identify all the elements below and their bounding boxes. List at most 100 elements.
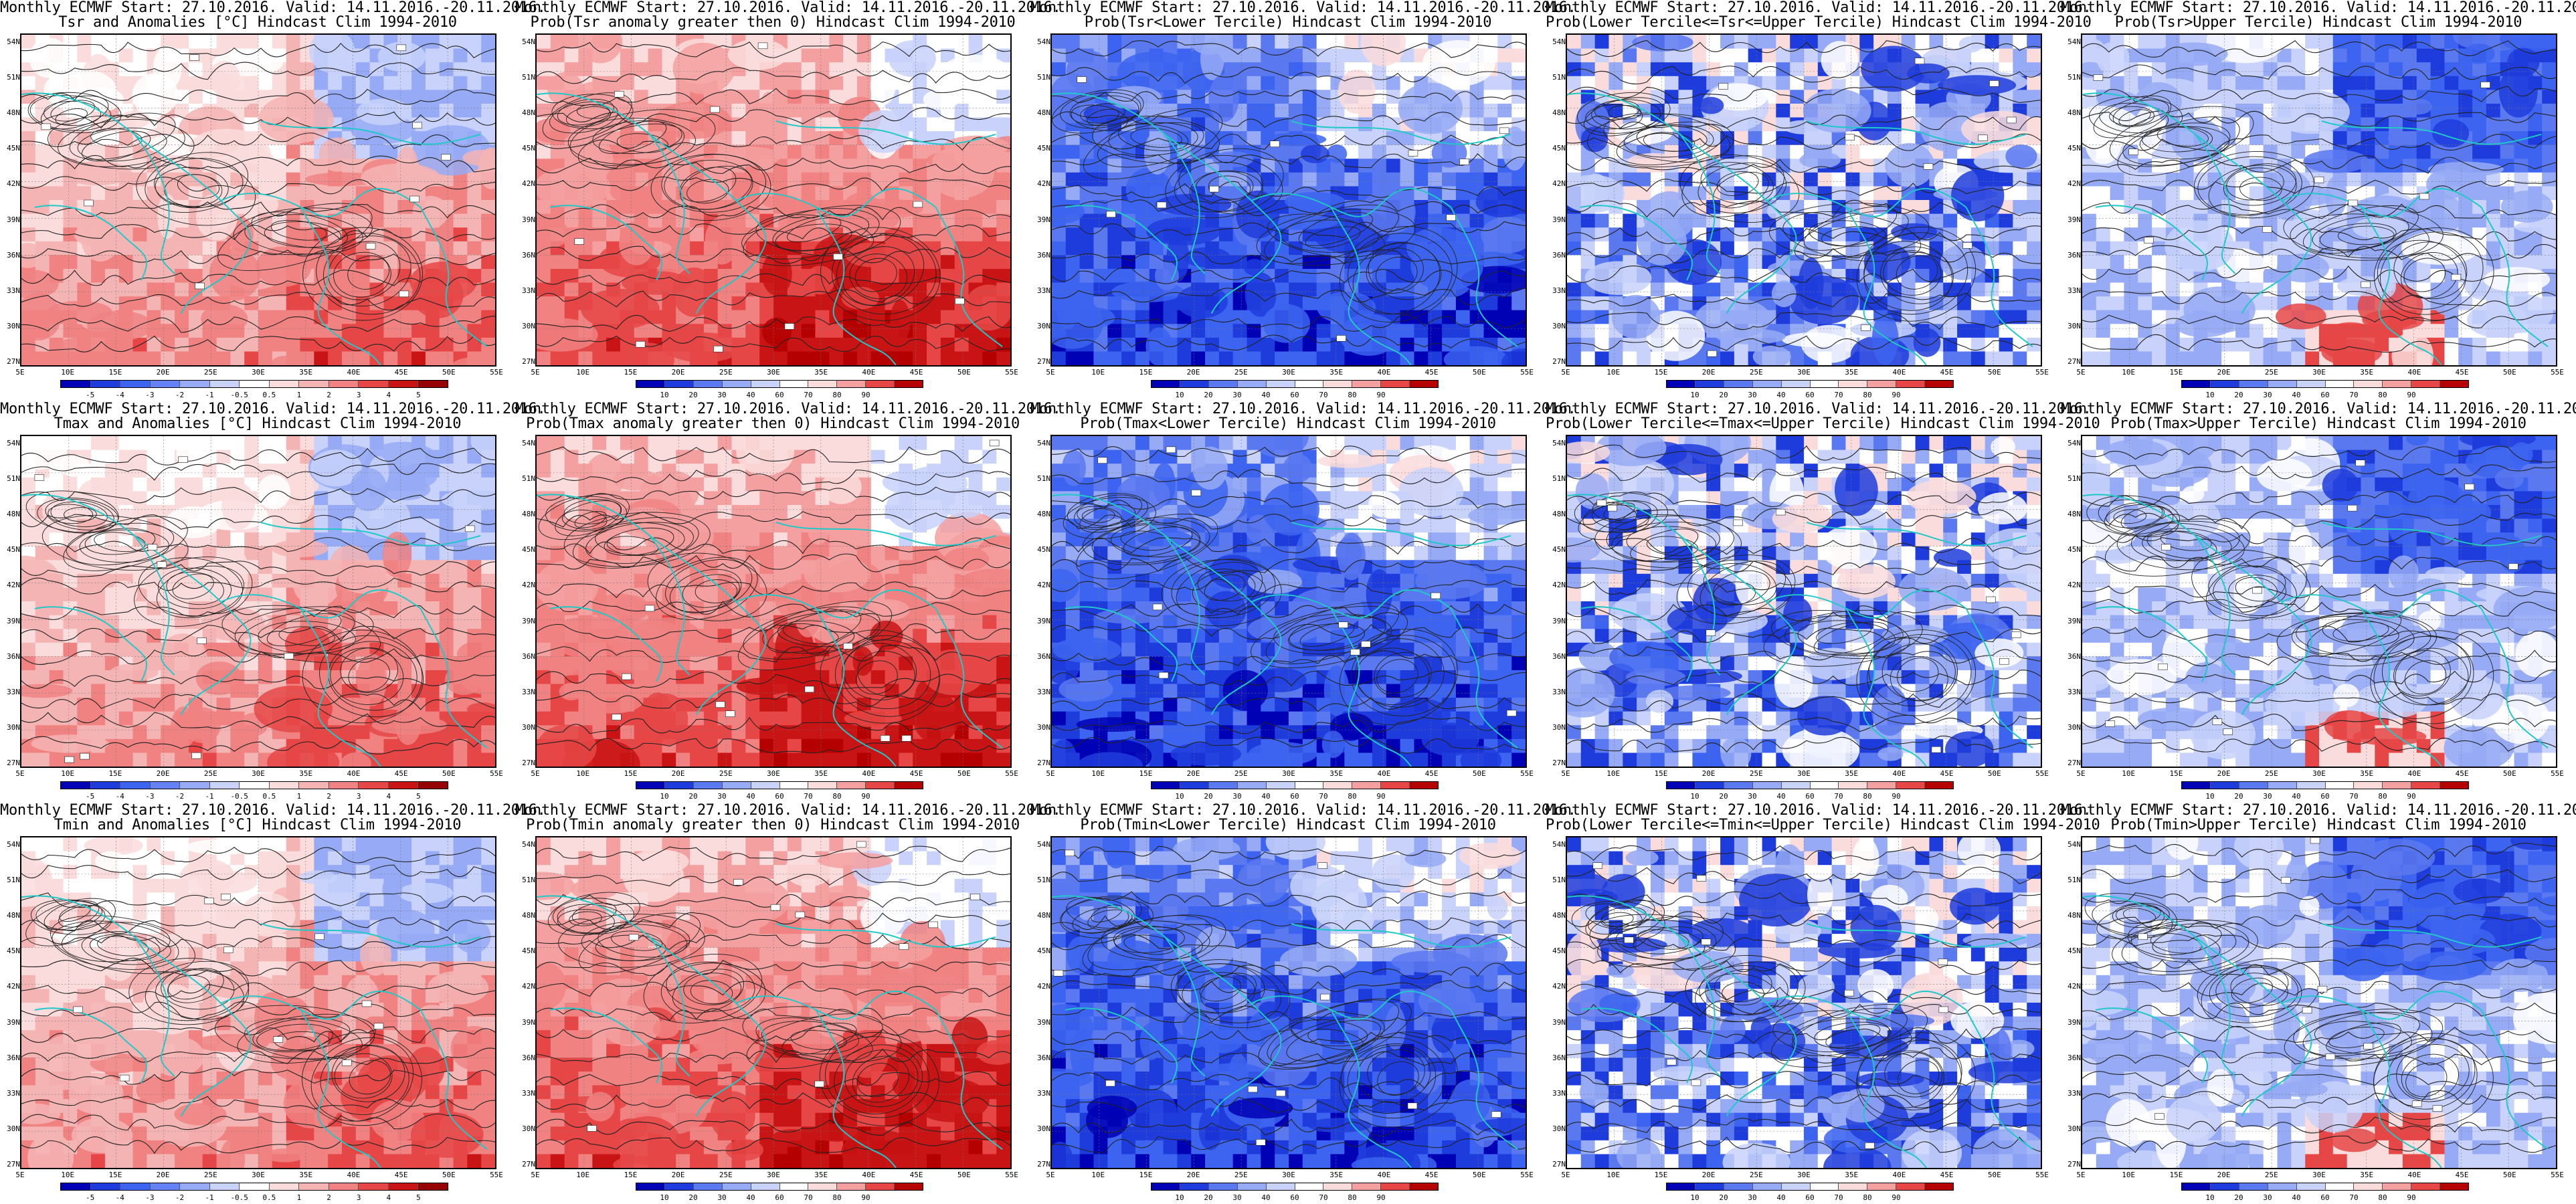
map-field bbox=[537, 35, 1010, 365]
lon-tick-label: 10E bbox=[576, 1171, 590, 1179]
lat-tick-label: 45N bbox=[2067, 144, 2081, 153]
lat-tick-label: 42N bbox=[522, 581, 535, 590]
colorbar-tick-label: -3 bbox=[145, 1193, 155, 1202]
lat-tick-label: 54N bbox=[7, 37, 20, 46]
lat-tick-label: 39N bbox=[1037, 1017, 1050, 1027]
lat-tick-label: 51N bbox=[2067, 474, 2081, 484]
colorbar-swatch bbox=[2411, 1183, 2441, 1190]
lat-tick-label: 45N bbox=[1552, 144, 1566, 153]
colorbar-swatch bbox=[1266, 381, 1295, 387]
lon-tick-label: 5E bbox=[1561, 1171, 1570, 1179]
lon-tick-label: 35E bbox=[814, 368, 828, 377]
colorbar-swatch bbox=[1695, 1183, 1724, 1190]
lon-tick-label: 45E bbox=[2455, 1171, 2469, 1179]
colorbar bbox=[60, 781, 448, 789]
forecast-map bbox=[20, 836, 496, 1169]
lon-tick-label: 40E bbox=[2407, 1171, 2421, 1179]
lon-tick-label: 25E bbox=[719, 1171, 733, 1179]
lat-tick-label: 48N bbox=[1552, 911, 1566, 920]
lat-tick-label: 48N bbox=[2067, 108, 2081, 118]
lat-tick-label: 39N bbox=[1552, 215, 1566, 224]
colorbar-swatch bbox=[1724, 1183, 1753, 1190]
forecast-map bbox=[535, 836, 1012, 1169]
colorbar-swatch bbox=[636, 381, 665, 387]
lat-tick-label: 30N bbox=[2067, 1124, 2081, 1133]
lat-tick-label: 45N bbox=[2067, 946, 2081, 956]
lat-tick-label: 42N bbox=[522, 179, 535, 189]
colorbar-tick-label: -2 bbox=[175, 391, 185, 399]
colorbar bbox=[2181, 380, 2469, 388]
lat-tick-label: 33N bbox=[1037, 687, 1050, 696]
lon-tick-label: 30E bbox=[2312, 368, 2326, 377]
lat-tick-label: 36N bbox=[522, 651, 535, 661]
colorbar-tick-label: 10 bbox=[2205, 1193, 2215, 1202]
lat-tick-label: 42N bbox=[1037, 581, 1050, 590]
map-panel: Monthly ECMWF Start: 27.10.2016. Valid: … bbox=[515, 803, 1061, 1204]
colorbar-swatch bbox=[1667, 782, 1695, 789]
lon-tick-label: 15E bbox=[1654, 368, 1668, 377]
colorbar-swatch bbox=[1867, 1183, 1897, 1190]
colorbar bbox=[1151, 380, 1439, 388]
colorbar-swatch bbox=[722, 1183, 751, 1190]
colorbar-swatch bbox=[1237, 782, 1267, 789]
lat-tick-label: 27N bbox=[522, 759, 535, 767]
colorbar-swatch bbox=[1352, 1183, 1382, 1190]
colorbar-swatch bbox=[61, 381, 91, 387]
colorbar-swatch bbox=[866, 381, 895, 387]
lat-tick-label: 54N bbox=[522, 439, 535, 447]
colorbar-swatch bbox=[895, 782, 923, 789]
colorbar-tick-label: 70 bbox=[2349, 1193, 2359, 1202]
colorbar-tick-label: 30 bbox=[1232, 1193, 1242, 1202]
colorbar-tick-label: 90 bbox=[2407, 1193, 2416, 1202]
colorbar-swatch bbox=[209, 1183, 240, 1190]
colorbar-tick-label: 20 bbox=[1204, 391, 1213, 399]
lat-tick-label: 48N bbox=[522, 911, 535, 920]
panel-title: Prob(Tsr>Upper Tercile) Hindcast Clim 19… bbox=[2114, 14, 2522, 31]
panel-title: Prob(Lower Tercile<=Tmax<=Upper Tercile)… bbox=[1546, 415, 2100, 432]
panel-title: Prob(Tmax anomaly greater then 0) Hindca… bbox=[526, 415, 1020, 432]
lon-tick-label: 10E bbox=[1606, 368, 1621, 377]
colorbar-swatch bbox=[779, 1183, 809, 1190]
colorbar-swatch bbox=[2268, 782, 2297, 789]
lon-tick-label: 50E bbox=[2502, 1171, 2516, 1179]
lat-tick-label: 51N bbox=[1037, 474, 1050, 484]
lon-tick-label: 50E bbox=[442, 769, 456, 778]
lon-tick-label: 10E bbox=[1606, 769, 1621, 778]
colorbar bbox=[1151, 1183, 1439, 1191]
lat-tick-label: 42N bbox=[7, 179, 20, 189]
lon-tick-label: 55E bbox=[1520, 368, 1534, 377]
colorbar-tick-label: 80 bbox=[2378, 792, 2387, 801]
colorbar-tick-label: 10 bbox=[1690, 391, 1699, 399]
lat-tick-label: 36N bbox=[2067, 651, 2081, 661]
colorbar-tick-label: 20 bbox=[2234, 792, 2243, 801]
lon-tick-label: 45E bbox=[1940, 769, 1954, 778]
panel-header: Monthly ECMWF Start: 27.10.2016. Valid: … bbox=[0, 0, 546, 16]
colorbar bbox=[636, 380, 923, 388]
lon-tick-label: 45E bbox=[2455, 769, 2469, 778]
forecast-map bbox=[2081, 33, 2557, 367]
colorbar-tick-label: 10 bbox=[1690, 1193, 1699, 1202]
lon-tick-label: 25E bbox=[1749, 1171, 1763, 1179]
colorbar-swatch bbox=[1381, 782, 1410, 789]
lat-tick-label: 39N bbox=[7, 1017, 20, 1027]
colorbar-swatch bbox=[359, 1183, 389, 1190]
colorbar-swatch bbox=[2325, 381, 2355, 387]
lat-tick-label: 48N bbox=[1037, 510, 1050, 519]
lat-tick-label: 33N bbox=[522, 286, 535, 295]
lat-tick-label: 54N bbox=[2067, 439, 2081, 447]
colorbar-swatch bbox=[1925, 1183, 1954, 1190]
colorbar-swatch bbox=[299, 782, 329, 789]
colorbar-swatch bbox=[329, 1183, 359, 1190]
lon-tick-label: 40E bbox=[2407, 368, 2421, 377]
lon-tick-label: 35E bbox=[1845, 769, 1859, 778]
lat-tick-label: 45N bbox=[2067, 545, 2081, 555]
lat-tick-label: 33N bbox=[7, 687, 20, 696]
colorbar-tick-label: 70 bbox=[2349, 391, 2359, 399]
lon-tick-label: 45E bbox=[1940, 1171, 1954, 1179]
panel-title: Prob(Tmin>Upper Tercile) Hindcast Clim 1… bbox=[2110, 817, 2526, 833]
forecast-map bbox=[1050, 836, 1527, 1169]
lon-tick-label: 50E bbox=[442, 1171, 456, 1179]
colorbar-swatch bbox=[2296, 381, 2326, 387]
colorbar-tick-label: 60 bbox=[1805, 1193, 1815, 1202]
colorbar-swatch bbox=[2182, 1183, 2211, 1190]
